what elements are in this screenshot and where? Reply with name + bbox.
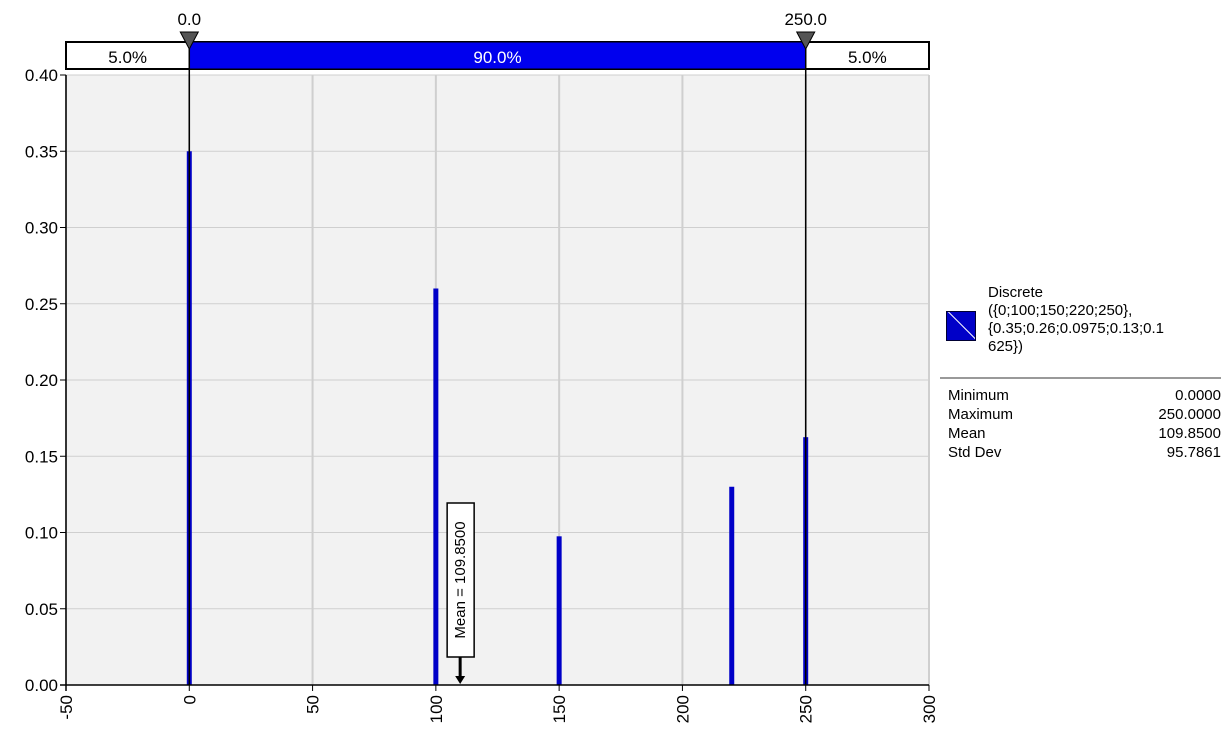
legend-swatch xyxy=(946,311,976,341)
x-tick-label: 0 xyxy=(180,695,199,704)
stat-value: 109.8500 xyxy=(1158,424,1221,443)
x-tick-label: -50 xyxy=(57,695,76,720)
stat-value: 0.0000 xyxy=(1175,386,1221,405)
bar xyxy=(557,536,562,685)
x-tick-label: 300 xyxy=(920,695,939,723)
delimiter-label-right: 250.0 xyxy=(784,10,827,29)
y-tick-label: 0.20 xyxy=(25,371,58,390)
x-tick-label: 250 xyxy=(797,695,816,723)
y-tick-label: 0.00 xyxy=(25,676,58,695)
stat-label: Mean xyxy=(948,424,986,443)
y-tick-label: 0.40 xyxy=(25,66,58,85)
stat-row-mean: Mean 109.8500 xyxy=(948,424,1221,443)
y-tick-label: 0.15 xyxy=(25,447,58,466)
stat-label: Maximum xyxy=(948,405,1013,424)
stat-label: Minimum xyxy=(948,386,1009,405)
legend-title-line: Discrete xyxy=(988,284,1218,302)
x-tick-label: 100 xyxy=(427,695,446,723)
x-tick-label: 200 xyxy=(673,695,692,723)
legend-title-line: ({0;100;150;220;250}, xyxy=(988,302,1218,320)
y-tick-label: 0.30 xyxy=(25,219,58,238)
mean-label: Mean = 109.8500 xyxy=(452,521,469,638)
y-tick-label: 0.35 xyxy=(25,142,58,161)
y-tick-label: 0.05 xyxy=(25,600,58,619)
y-tick-label: 0.25 xyxy=(25,295,58,314)
stat-row-minimum: Minimum 0.0000 xyxy=(948,386,1221,405)
band-middle-percent: 90.0% xyxy=(473,48,521,67)
stats-table: Minimum 0.0000 Maximum 250.0000 Mean 109… xyxy=(948,386,1221,462)
band-right-percent: 5.0% xyxy=(848,48,887,67)
delimiter-label-left: 0.0 xyxy=(177,10,201,29)
stat-row-std-dev: Std Dev 95.7861 xyxy=(948,443,1221,462)
legend-title-line: 625}) xyxy=(988,338,1218,356)
x-tick-label: 150 xyxy=(550,695,569,723)
stat-value: 250.0000 xyxy=(1158,405,1221,424)
stat-value: 95.7861 xyxy=(1167,443,1221,462)
bar xyxy=(433,289,438,686)
legend-divider xyxy=(940,377,1221,379)
stat-label: Std Dev xyxy=(948,443,1001,462)
x-tick-label: 50 xyxy=(304,695,323,714)
stat-row-maximum: Maximum 250.0000 xyxy=(948,405,1221,424)
y-tick-label: 0.10 xyxy=(25,524,58,543)
band-left-percent: 5.0% xyxy=(108,48,147,67)
legend-title: Discrete ({0;100;150;220;250}, {0.35;0.2… xyxy=(988,284,1218,356)
legend-title-line: {0.35;0.26;0.0975;0.13;0.1 xyxy=(988,320,1218,338)
bar xyxy=(729,487,734,685)
